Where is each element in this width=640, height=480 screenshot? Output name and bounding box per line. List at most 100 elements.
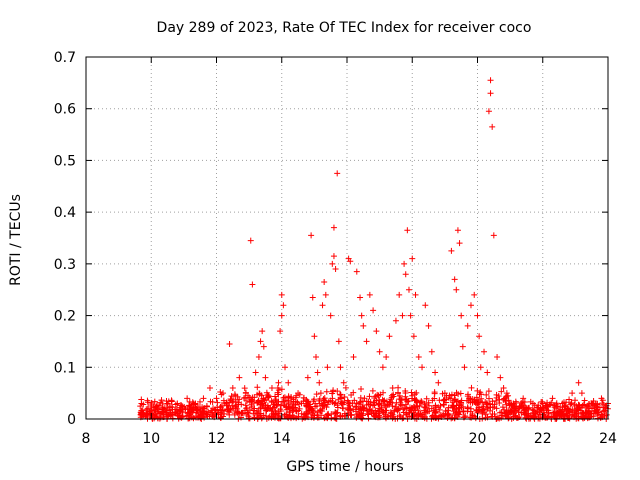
noise-point xyxy=(366,406,373,413)
noise-point xyxy=(319,401,326,408)
noise-point xyxy=(440,397,447,404)
x-tick-label: 16 xyxy=(338,431,356,447)
data-point xyxy=(358,312,365,319)
noise-point xyxy=(212,410,219,417)
noise-point xyxy=(474,387,481,394)
noise-point xyxy=(395,406,402,413)
data-point xyxy=(332,266,339,273)
noise-point xyxy=(487,401,494,408)
data-point xyxy=(441,390,448,397)
noise-point xyxy=(546,401,553,408)
noise-point xyxy=(334,409,341,416)
noise-point xyxy=(303,408,310,415)
noise-point xyxy=(254,391,261,398)
data-point xyxy=(260,343,267,350)
data-point xyxy=(206,384,213,391)
data-point xyxy=(295,390,302,397)
noise-point xyxy=(603,411,610,418)
data-point xyxy=(474,312,481,319)
noise-point xyxy=(406,413,413,420)
noise-point xyxy=(400,409,407,416)
data-point xyxy=(451,276,458,283)
noise-point xyxy=(193,413,200,420)
noise-point xyxy=(300,394,307,401)
noise-point xyxy=(248,403,255,410)
noise-point xyxy=(471,396,478,403)
noise-point xyxy=(369,402,376,409)
data-point xyxy=(249,281,256,288)
data-point xyxy=(432,369,439,376)
noise-point xyxy=(378,402,385,409)
noise-point xyxy=(358,415,365,422)
noise-point xyxy=(254,384,261,391)
noise-point xyxy=(397,401,404,408)
x-tick-label: 22 xyxy=(534,431,552,447)
noise-point xyxy=(581,397,588,404)
noise-point xyxy=(405,398,412,405)
data-point xyxy=(373,328,380,335)
noise-point xyxy=(577,410,584,417)
noise-point xyxy=(473,406,480,413)
noise-point xyxy=(380,389,387,396)
noise-point xyxy=(566,415,573,422)
data-point xyxy=(370,307,377,314)
noise-point xyxy=(502,410,509,417)
noise-point xyxy=(425,402,432,409)
data-point xyxy=(327,312,334,319)
noise-point xyxy=(598,411,605,418)
noise-point xyxy=(184,406,191,413)
noise-point xyxy=(269,399,276,406)
noise-point xyxy=(445,404,452,411)
noise-point xyxy=(203,410,210,417)
noise-point xyxy=(240,395,247,402)
noise-point xyxy=(231,391,238,398)
noise-point xyxy=(502,394,509,401)
y-tick-label: 0.3 xyxy=(54,257,76,273)
data-point xyxy=(335,338,342,345)
noise-point xyxy=(565,406,572,413)
data-point xyxy=(485,108,492,115)
noise-point xyxy=(320,402,327,409)
noise-point xyxy=(553,405,560,412)
data-point xyxy=(598,395,605,402)
noise-point xyxy=(599,400,606,407)
data-point xyxy=(337,364,344,371)
noise-point xyxy=(323,388,330,395)
data-point xyxy=(357,294,364,301)
noise-point xyxy=(367,406,374,413)
data-point xyxy=(314,369,321,376)
noise-point xyxy=(193,405,200,412)
noise-point xyxy=(410,412,417,419)
data-point xyxy=(396,291,403,298)
noise-point xyxy=(513,414,520,421)
x-axis-label: GPS time / hours xyxy=(286,459,403,475)
noise-point xyxy=(444,407,451,414)
noise-point xyxy=(578,404,585,411)
noise-point xyxy=(344,406,351,413)
noise-point xyxy=(241,385,248,392)
noise-point xyxy=(535,404,542,411)
noise-point xyxy=(479,406,486,413)
noise-point xyxy=(296,405,303,412)
noise-point xyxy=(265,393,272,400)
noise-point xyxy=(312,403,319,410)
noise-point xyxy=(138,410,145,417)
data-point xyxy=(321,278,328,285)
data-point xyxy=(313,353,320,360)
noise-point xyxy=(143,411,150,418)
noise-point xyxy=(506,409,513,416)
data-point xyxy=(324,364,331,371)
noise-point xyxy=(567,401,574,408)
data-point xyxy=(311,333,318,340)
noise-point xyxy=(389,403,396,410)
noise-point xyxy=(468,384,475,391)
noise-point xyxy=(339,399,346,406)
noise-point xyxy=(499,404,506,411)
noise-point xyxy=(316,397,323,404)
data-point xyxy=(404,227,411,234)
noise-point xyxy=(318,412,325,419)
y-tick-label: 0.5 xyxy=(54,153,76,169)
noise-point xyxy=(278,386,285,393)
noise-point xyxy=(169,415,176,422)
data-point xyxy=(422,302,429,309)
